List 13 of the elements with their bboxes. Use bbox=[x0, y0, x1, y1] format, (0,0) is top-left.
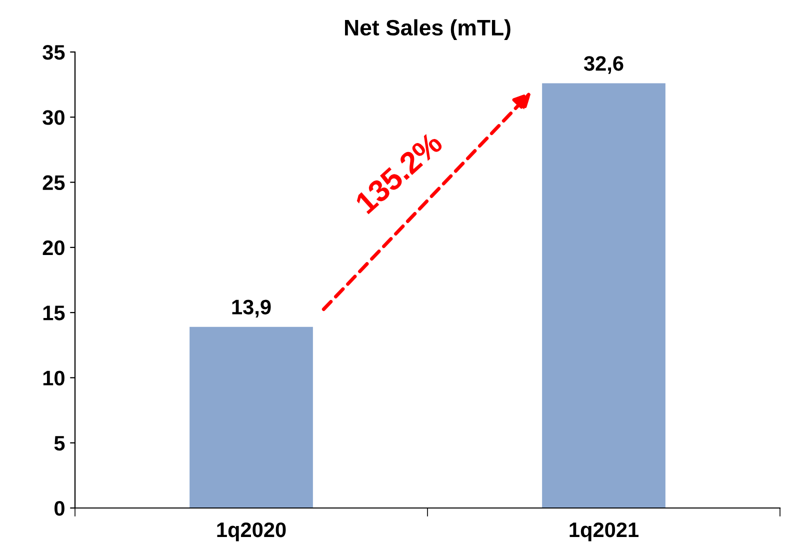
y-tick-label: 25 bbox=[42, 175, 65, 190]
y-tick-label: 15 bbox=[43, 306, 65, 320]
y-tick-label: 10 bbox=[43, 370, 64, 386]
y-tick-label: 30 bbox=[42, 110, 64, 125]
y-tick-label: 35 bbox=[42, 45, 65, 60]
data-label: 32,6 bbox=[584, 56, 624, 74]
x-tick-label: 1q2021 bbox=[570, 522, 638, 542]
y-tick-label: 5 bbox=[54, 436, 65, 451]
y-tick-label: 0 bbox=[54, 501, 64, 516]
chart-title: Net Sales (mTL) bbox=[345, 19, 510, 40]
data-label: 13,9 bbox=[232, 300, 271, 318]
y-tick-label: 20 bbox=[42, 240, 64, 256]
x-tick-label: 1q2020 bbox=[217, 522, 286, 542]
